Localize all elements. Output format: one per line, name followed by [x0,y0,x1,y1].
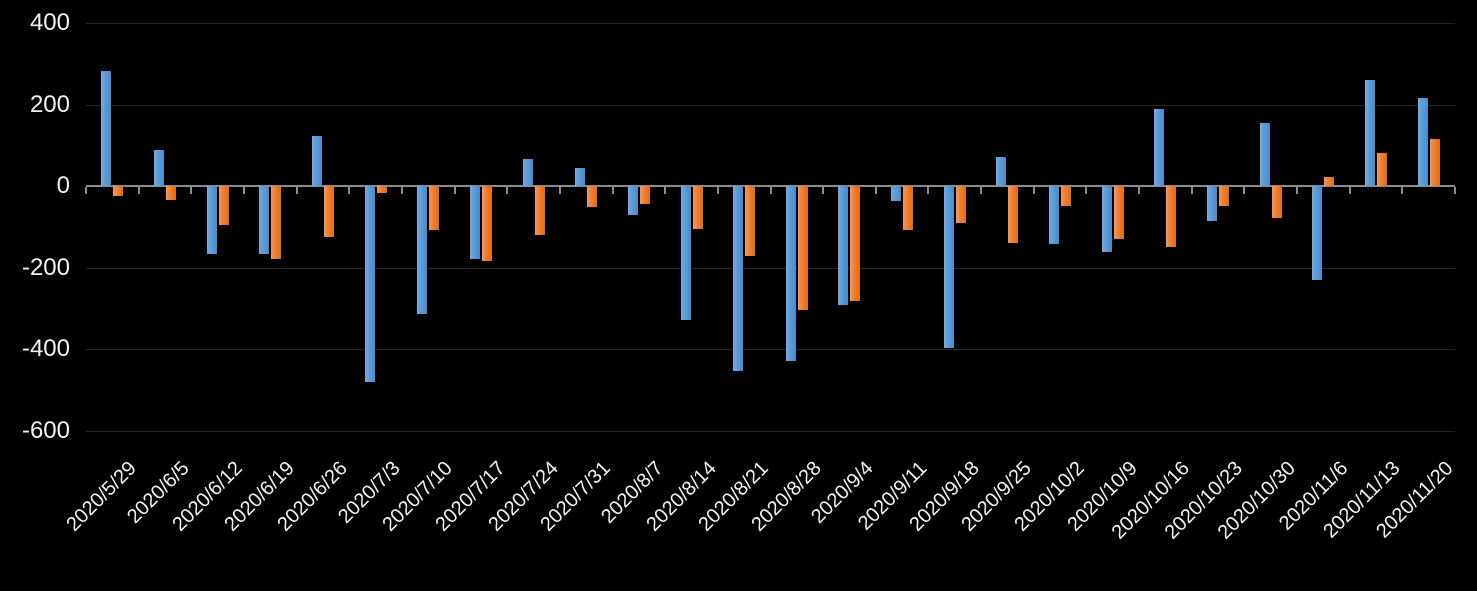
y-gridline [86,268,1455,269]
y-axis-tick-label: -400 [21,335,70,362]
x-axis-tick [243,187,245,194]
y-gridline [86,431,1455,432]
x-axis-tick [1401,187,1403,194]
x-axis-label-text: 2020/5/29 [62,457,141,536]
bar-series-1-blue[interactable] [207,186,217,254]
x-axis-tick [138,187,140,194]
x-axis-tick [1138,187,1140,194]
bar-series-1-blue[interactable] [1312,186,1322,280]
x-axis-tick [875,187,877,194]
bar-series-2-orange[interactable] [1114,186,1124,239]
y-axis-tick-label: 0 [56,172,70,199]
bar-series-2-orange[interactable] [271,186,281,259]
bar-series-2-orange[interactable] [587,186,597,207]
y-axis-tick-label: 200 [29,91,70,118]
bar-series-2-orange[interactable] [798,186,808,310]
y-gridline [86,23,1455,24]
x-axis-tick [1033,187,1035,194]
bar-series-1-blue[interactable] [1154,109,1164,186]
bar-series-1-blue[interactable] [523,159,533,186]
bar-series-1-blue[interactable] [575,168,585,186]
bar-series-1-blue[interactable] [470,186,480,259]
x-axis-tick [980,187,982,194]
x-axis-tick [1454,187,1456,194]
x-axis-tick [559,187,561,194]
bar-series-1-blue[interactable] [1049,186,1059,244]
bar-series-2-orange[interactable] [1166,186,1176,247]
x-axis-line [86,185,1455,187]
bar-series-1-blue[interactable] [259,186,269,254]
x-axis-tick [1349,187,1351,194]
bar-series-1-blue[interactable] [1365,80,1375,186]
bar-series-2-orange[interactable] [429,186,439,230]
y-axis-tick-label: -200 [21,254,70,281]
x-axis-tick [1243,187,1245,194]
y-axis-tick-label: -600 [21,417,70,444]
y-gridline [86,105,1455,106]
bar-series-2-orange[interactable] [1272,186,1282,218]
x-axis-tick [454,187,456,194]
x-axis-tick [770,187,772,194]
bar-series-2-orange[interactable] [1061,186,1071,206]
bar-series-1-blue[interactable] [891,186,901,201]
y-gridline [86,349,1455,350]
bar-series-2-orange[interactable] [219,186,229,225]
bar-series-1-blue[interactable] [628,186,638,215]
bar-series-1-blue[interactable] [681,186,691,320]
bar-series-1-blue[interactable] [1102,186,1112,252]
bar-series-1-blue[interactable] [996,157,1006,186]
bar-series-2-orange[interactable] [1008,186,1018,243]
bar-series-2-orange[interactable] [693,186,703,229]
bar-series-2-orange[interactable] [482,186,492,261]
bar-series-2-orange[interactable] [324,186,334,237]
x-axis-tick [401,187,403,194]
bar-series-2-orange[interactable] [903,186,913,230]
bar-series-2-orange[interactable] [377,186,387,193]
x-axis-tick [717,187,719,194]
bar-series-2-orange[interactable] [166,186,176,200]
bar-series-2-orange[interactable] [956,186,966,223]
bar-series-1-blue[interactable] [1260,123,1270,186]
x-axis-tick [85,187,87,194]
bar-series-1-blue[interactable] [786,186,796,361]
x-axis-tick [927,187,929,194]
bar-series-1-blue[interactable] [154,150,164,186]
bar-series-2-orange[interactable] [1377,153,1387,186]
y-axis-tick-label: 400 [29,9,70,36]
bar-series-2-orange[interactable] [113,186,123,196]
x-axis-tick [1085,187,1087,194]
bar-series-2-orange[interactable] [1219,186,1229,206]
bar-series-1-blue[interactable] [101,71,111,186]
x-axis-tick [612,187,614,194]
bar-series-1-blue[interactable] [1207,186,1217,221]
x-axis-tick [822,187,824,194]
x-axis-tick [506,187,508,194]
x-axis-tick [1191,187,1193,194]
bar-series-1-blue[interactable] [944,186,954,348]
x-axis-tick [664,187,666,194]
bar-series-2-orange[interactable] [1324,177,1334,186]
bar-series-2-orange[interactable] [1430,139,1440,186]
bar-series-1-blue[interactable] [365,186,375,382]
x-axis-tick [1296,187,1298,194]
bar-series-2-orange[interactable] [850,186,860,301]
bar-series-2-orange[interactable] [535,186,545,235]
bar-series-1-blue[interactable] [1418,98,1428,186]
bar-series-2-orange[interactable] [745,186,755,256]
bar-series-1-blue[interactable] [733,186,743,371]
bar-series-2-orange[interactable] [640,186,650,204]
x-axis-tick [296,187,298,194]
bar-series-1-blue[interactable] [417,186,427,314]
x-axis-tick [348,187,350,194]
x-axis-tick [190,187,192,194]
bar-series-1-blue[interactable] [312,136,322,186]
bar-series-1-blue[interactable] [838,186,848,305]
